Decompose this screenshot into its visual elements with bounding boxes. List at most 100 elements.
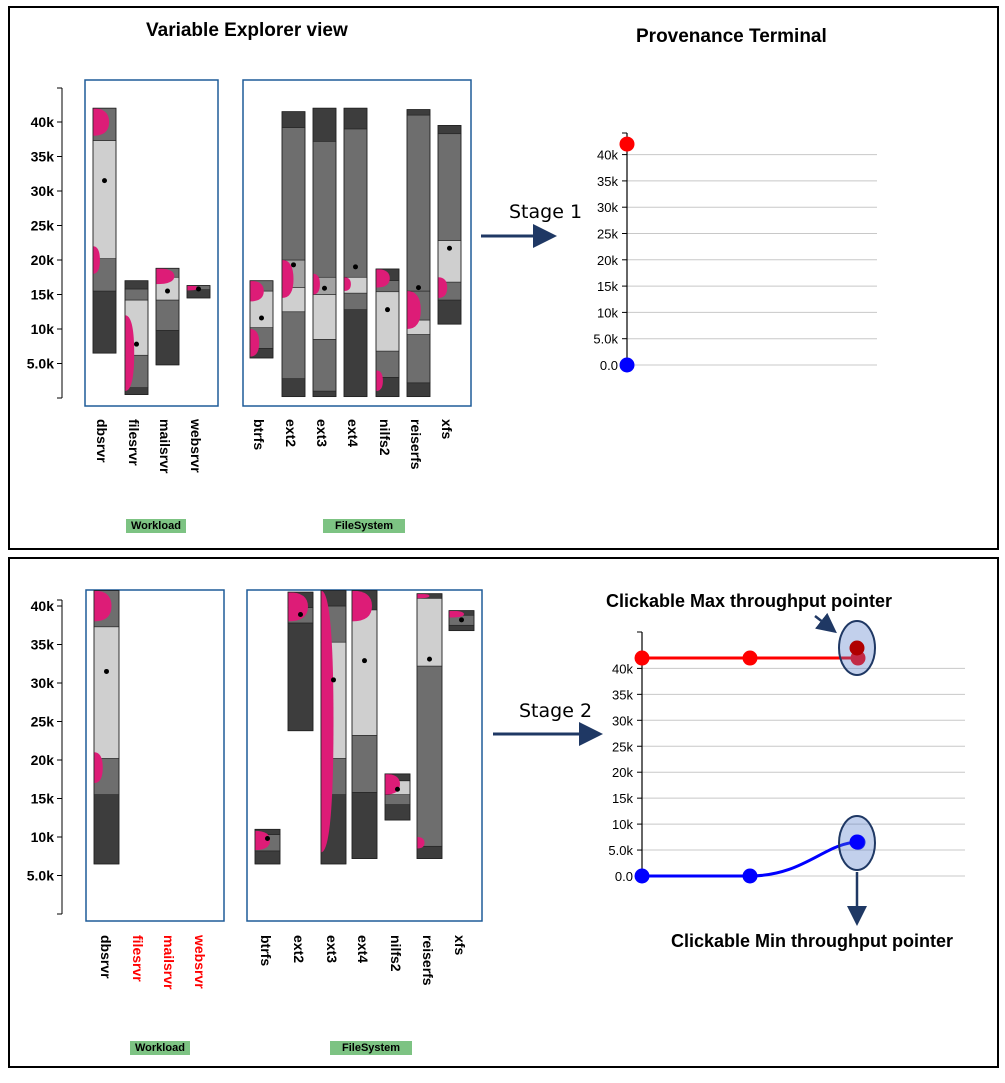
value-bin[interactable] bbox=[312, 390, 337, 397]
variable-column[interactable] bbox=[249, 280, 274, 359]
variable-column[interactable] bbox=[351, 590, 378, 859]
column-label[interactable]: ext3 bbox=[324, 935, 340, 963]
variable-column[interactable] bbox=[93, 590, 120, 865]
value-bin[interactable] bbox=[312, 294, 337, 340]
variable-column[interactable] bbox=[281, 111, 306, 398]
min-throughput-point[interactable] bbox=[634, 868, 650, 884]
column-label[interactable]: ext2 bbox=[283, 419, 299, 447]
variable-column[interactable] bbox=[312, 107, 337, 398]
value-bin[interactable] bbox=[437, 299, 462, 325]
value-bin[interactable] bbox=[406, 114, 431, 292]
value-bin[interactable] bbox=[406, 334, 431, 384]
median-dot bbox=[298, 611, 303, 617]
value-bin[interactable] bbox=[287, 622, 314, 732]
variable-column[interactable] bbox=[375, 268, 400, 398]
min-throughput-point[interactable] bbox=[742, 868, 758, 884]
min-throughput-point[interactable] bbox=[619, 357, 635, 373]
variable-column[interactable] bbox=[124, 280, 149, 395]
value-bin[interactable] bbox=[312, 339, 337, 392]
column-label[interactable]: dbsrvr bbox=[94, 419, 110, 463]
value-bin[interactable] bbox=[416, 597, 443, 667]
value-bin[interactable] bbox=[384, 794, 411, 805]
filesystem-group-tag[interactable]: FileSystem bbox=[323, 519, 406, 533]
value-bin[interactable] bbox=[281, 127, 306, 261]
variable-column[interactable] bbox=[254, 828, 281, 865]
value-bin[interactable] bbox=[312, 141, 337, 278]
value-bin[interactable] bbox=[448, 624, 475, 631]
value-bin[interactable] bbox=[93, 626, 120, 759]
value-bin[interactable] bbox=[351, 735, 378, 793]
filesystem-group-tag[interactable]: FileSystem bbox=[330, 1041, 413, 1055]
variable-column[interactable] bbox=[320, 590, 347, 865]
value-bin[interactable] bbox=[437, 125, 462, 135]
value-bin[interactable] bbox=[312, 107, 337, 142]
variable-column[interactable] bbox=[448, 610, 475, 632]
column-label[interactable]: filesrvr bbox=[130, 935, 146, 982]
value-bin[interactable] bbox=[351, 609, 378, 736]
value-bin[interactable] bbox=[416, 845, 443, 859]
column-label[interactable]: xfs bbox=[452, 935, 468, 955]
column-label[interactable]: websrvr bbox=[192, 934, 208, 989]
value-bin[interactable] bbox=[343, 128, 368, 278]
value-bin[interactable] bbox=[124, 280, 149, 290]
column-label[interactable]: ext2 bbox=[291, 935, 307, 963]
value-bin[interactable] bbox=[155, 299, 180, 331]
column-label[interactable]: reiserfs bbox=[408, 419, 424, 470]
value-bin[interactable] bbox=[92, 140, 117, 259]
value-bin[interactable] bbox=[406, 382, 431, 397]
density-shape bbox=[288, 592, 308, 622]
workload-group-tag[interactable]: Workload bbox=[126, 519, 186, 533]
column-label[interactable]: btrfs bbox=[258, 935, 274, 966]
median-dot bbox=[165, 288, 170, 294]
variable-column[interactable] bbox=[406, 109, 431, 398]
column-label[interactable]: btrfs bbox=[251, 419, 267, 450]
value-bin[interactable] bbox=[375, 291, 400, 352]
value-bin[interactable] bbox=[384, 804, 411, 821]
max-throughput-point[interactable] bbox=[634, 650, 650, 666]
value-bin[interactable] bbox=[124, 288, 149, 301]
variable-column[interactable] bbox=[437, 125, 462, 325]
variable-column[interactable] bbox=[384, 773, 411, 821]
column-label[interactable]: mailsrvr bbox=[161, 935, 177, 990]
max-throughput-point[interactable] bbox=[742, 650, 758, 666]
value-bin[interactable] bbox=[281, 311, 306, 379]
variable-column[interactable] bbox=[155, 267, 180, 366]
variable-column[interactable] bbox=[343, 107, 368, 398]
column-label[interactable]: websrvr bbox=[188, 418, 204, 473]
stage2-panel bbox=[8, 557, 999, 1068]
median-dot bbox=[395, 786, 400, 792]
terminal-y-tick-label: 10k bbox=[612, 817, 633, 832]
value-bin[interactable] bbox=[343, 309, 368, 397]
max-throughput-point[interactable] bbox=[619, 136, 635, 152]
value-bin[interactable] bbox=[343, 107, 368, 130]
variable-column[interactable] bbox=[287, 591, 314, 732]
variable-column[interactable] bbox=[92, 107, 117, 354]
column-label[interactable]: reiserfs bbox=[420, 935, 436, 986]
column-label[interactable]: ext4 bbox=[355, 935, 371, 963]
value-bin[interactable] bbox=[155, 330, 180, 366]
column-label[interactable]: ext3 bbox=[314, 419, 330, 447]
column-label[interactable]: xfs bbox=[439, 419, 455, 439]
value-bin[interactable] bbox=[281, 111, 306, 128]
workload-group-tag[interactable]: Workload bbox=[130, 1041, 190, 1055]
value-bin[interactable] bbox=[92, 290, 117, 354]
value-bin[interactable] bbox=[281, 378, 306, 397]
value-bin[interactable] bbox=[406, 109, 431, 116]
value-bin[interactable] bbox=[93, 794, 120, 865]
column-label[interactable]: nilfs2 bbox=[377, 419, 393, 456]
value-bin[interactable] bbox=[416, 665, 443, 847]
variable-column[interactable] bbox=[186, 285, 211, 299]
variable-column[interactable] bbox=[416, 593, 443, 859]
column-label[interactable]: ext4 bbox=[345, 419, 361, 447]
column-label[interactable]: mailsrvr bbox=[157, 419, 173, 474]
column-label[interactable]: filesrvr bbox=[126, 419, 142, 466]
value-bin[interactable] bbox=[351, 792, 378, 859]
max-throughput-pointer[interactable] bbox=[849, 640, 865, 656]
value-bin[interactable] bbox=[437, 133, 462, 241]
value-bin[interactable] bbox=[254, 850, 281, 865]
value-bin[interactable] bbox=[343, 292, 368, 310]
column-label[interactable]: dbsrvr bbox=[98, 935, 114, 979]
median-dot bbox=[353, 264, 358, 270]
min-throughput-pointer[interactable] bbox=[849, 834, 865, 850]
column-label[interactable]: nilfs2 bbox=[388, 935, 404, 972]
